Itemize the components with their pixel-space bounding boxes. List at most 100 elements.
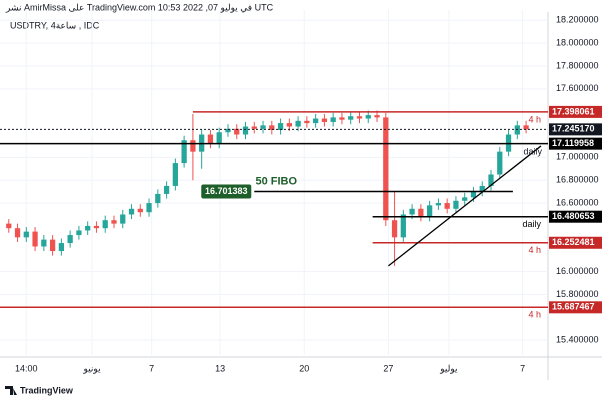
level-tag: 4 h <box>528 310 541 320</box>
candle-body <box>76 230 82 236</box>
candle-body <box>207 134 214 144</box>
candle-body <box>470 191 477 198</box>
candle-body <box>277 123 284 130</box>
candle-body <box>435 203 442 206</box>
y-tick-label: 15.400000 <box>556 335 599 345</box>
candle-body <box>67 235 73 244</box>
level-label: 17.398061 <box>552 106 595 116</box>
candle-body <box>304 120 310 124</box>
candle-body <box>427 205 433 217</box>
fibo-text: 50 FIBO <box>255 175 297 187</box>
candle-body <box>128 208 135 215</box>
x-tick-label: 14:00 <box>15 363 38 373</box>
level-label: 16.480653 <box>552 211 595 221</box>
candle-body <box>120 214 126 224</box>
candle-body <box>93 225 100 229</box>
candle-body <box>488 174 494 186</box>
header: نشر AmirMissa على TradingView.com في يول… <box>5 2 274 13</box>
candle-body <box>190 140 196 152</box>
level-label: 16.252481 <box>552 237 595 247</box>
y-tick-label: 17.800000 <box>556 60 599 70</box>
footer-logo: TradingView <box>20 385 74 395</box>
x-tick-label: 13 <box>215 363 225 373</box>
candle-body <box>41 239 47 247</box>
candle-body <box>172 163 178 186</box>
candle-body <box>23 231 29 238</box>
candle-body <box>216 132 222 144</box>
candle-body <box>32 231 38 247</box>
level-label: 15.687467 <box>552 302 595 312</box>
candle-body <box>14 228 21 238</box>
candle-body <box>225 128 231 133</box>
y-tick-label: 15.800000 <box>556 289 599 299</box>
candle-body <box>181 140 187 164</box>
logo-icon <box>5 386 17 395</box>
candle-body <box>6 223 12 229</box>
candle-body <box>295 120 301 127</box>
level-label-bg <box>549 105 602 118</box>
y-tick-label: 18.200000 <box>556 15 599 25</box>
candle-body <box>391 220 398 238</box>
x-tick-label: 27 <box>383 363 393 373</box>
level-label: 17.119958 <box>552 138 594 148</box>
y-tick-label: 17.000000 <box>556 152 599 162</box>
level-label-bg <box>549 137 602 150</box>
level-tag: 4 h <box>528 245 541 255</box>
candle-body <box>365 115 371 119</box>
candle-body <box>242 126 249 135</box>
fibo-label-bg <box>201 184 252 199</box>
candle-body <box>269 125 275 130</box>
candle-body <box>49 239 56 252</box>
candle-body <box>155 193 161 204</box>
candle-body <box>462 197 468 201</box>
candle-body <box>339 117 345 120</box>
candle-body <box>514 125 520 135</box>
level-label: 17.245170 <box>552 124 595 134</box>
candle-body <box>383 117 389 221</box>
y-tick-label: 18.000000 <box>556 38 599 48</box>
candle-body <box>260 125 266 129</box>
candle-body <box>330 117 336 122</box>
candle-body <box>234 128 240 135</box>
candle-body <box>146 203 152 213</box>
trend-line <box>388 145 542 267</box>
candle-body <box>444 203 450 209</box>
candle-body <box>374 115 380 118</box>
level-label-bg <box>549 236 602 249</box>
candle-body <box>163 185 170 194</box>
candle-body <box>58 243 65 252</box>
level-tag: daily <box>522 219 541 229</box>
candle-body <box>102 220 108 229</box>
y-tick-label: 16.600000 <box>556 197 599 207</box>
level-label-bg <box>549 301 602 314</box>
candle-body <box>348 116 354 120</box>
candle-body <box>111 220 117 224</box>
candle-body <box>400 214 406 238</box>
x-tick-label: 20 <box>299 363 309 373</box>
candle-body <box>418 208 424 217</box>
y-tick-label: 17.600000 <box>556 83 599 93</box>
candle-body <box>523 125 529 130</box>
candle-body <box>479 185 485 192</box>
level-tag: 4 h <box>528 114 541 124</box>
candle-body <box>313 118 319 124</box>
candle-body <box>409 208 415 215</box>
fibo-label: 16.701383 <box>205 186 248 196</box>
x-tick-label: 7 <box>149 363 154 373</box>
x-tick-label: يونيو <box>83 363 102 374</box>
candle-body <box>321 118 328 122</box>
symbol-title: USDTRY, ساعة4 , IDC <box>10 20 100 30</box>
candle-body <box>85 225 91 231</box>
candle-body <box>251 126 257 129</box>
x-tick-label: 7 <box>520 363 525 373</box>
candle-body <box>453 200 459 209</box>
candle-body <box>137 208 143 213</box>
y-tick-label: 16.000000 <box>556 266 599 276</box>
candle-body <box>286 123 292 127</box>
y-tick-label: 16.800000 <box>556 175 599 185</box>
candle-body <box>497 151 503 175</box>
candle-body <box>356 116 363 119</box>
level-label-bg <box>549 123 602 136</box>
